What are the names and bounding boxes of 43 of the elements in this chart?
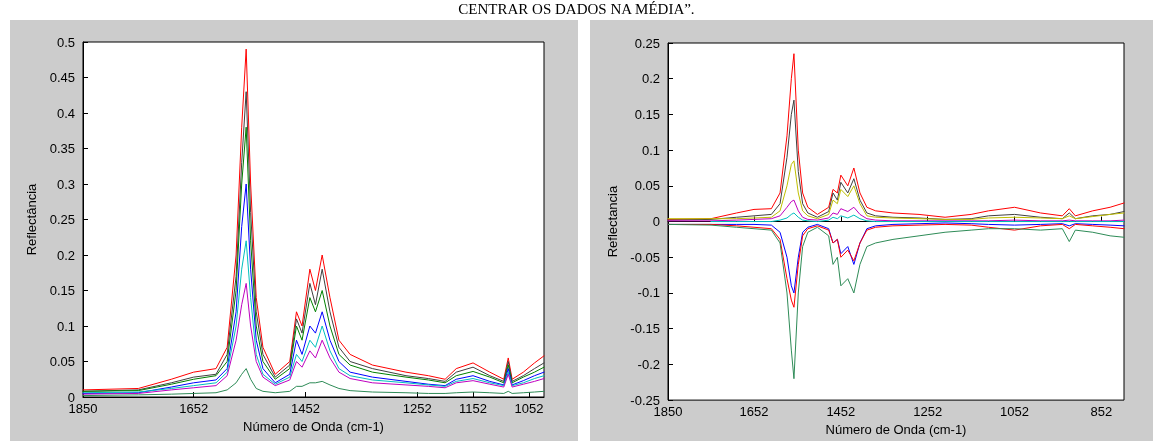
line-series xyxy=(667,223,1125,380)
y-tick-label: 0.15 xyxy=(49,283,75,298)
y-tick-label: 0.15 xyxy=(634,106,660,122)
y-tick-label: 0.3 xyxy=(56,176,75,192)
line-series xyxy=(82,240,545,394)
line-series xyxy=(667,199,1125,222)
y-tick-label: 0.45 xyxy=(49,70,75,85)
y-tick-label: -0.2 xyxy=(637,356,660,372)
y-axis-title: Reflectância xyxy=(24,182,39,256)
line-series xyxy=(667,53,1125,220)
y-axis-title: Reflectancia xyxy=(605,185,621,258)
y-tick-label: 0.05 xyxy=(49,354,75,369)
x-tick-label: 1452 xyxy=(826,404,856,420)
x-tick-label: 1252 xyxy=(402,401,432,416)
y-tick-label: 0.5 xyxy=(56,34,75,50)
line-series xyxy=(667,99,1125,221)
x-axis-title: Número de Onda (cm-1) xyxy=(243,418,384,434)
x-tick-label: 1252 xyxy=(913,404,943,420)
y-tick-label: 0.25 xyxy=(634,35,660,51)
y-tick-label: 0.25 xyxy=(49,212,75,227)
y-tick-label: 0.05 xyxy=(634,178,660,194)
x-tick-label: 1052 xyxy=(1000,404,1030,420)
y-tick-label: -0.05 xyxy=(630,249,660,265)
line-series xyxy=(82,183,545,394)
y-tick-label: 0.35 xyxy=(49,141,75,156)
y-tick-label: 0.2 xyxy=(56,247,75,263)
y-tick-label: 0.1 xyxy=(56,318,75,334)
line-series xyxy=(710,212,1125,223)
y-tick-label: 0 xyxy=(652,214,660,230)
line-series xyxy=(667,160,1125,220)
x-tick-label: 1452 xyxy=(290,401,320,416)
x-tick-label: 1652 xyxy=(739,404,769,420)
y-tick-label: -0.15 xyxy=(630,321,660,337)
y-tick-label: 0.1 xyxy=(641,142,660,158)
y-tick-label: 0.4 xyxy=(56,105,75,121)
x-tick-label: 1052 xyxy=(514,401,544,416)
text: CENTRAR OS DADOS NA MÉDIA”. xyxy=(457,0,696,18)
y-tick-label: 0.2 xyxy=(641,71,660,87)
x-tick-label: 852 xyxy=(1090,404,1113,420)
y-tick-label: -0.1 xyxy=(637,285,660,301)
x-tick-label: 1152 xyxy=(459,401,488,416)
x-axis-title: Número de Onda (cm-1) xyxy=(825,422,967,437)
x-tick-label: 1652 xyxy=(179,401,209,416)
